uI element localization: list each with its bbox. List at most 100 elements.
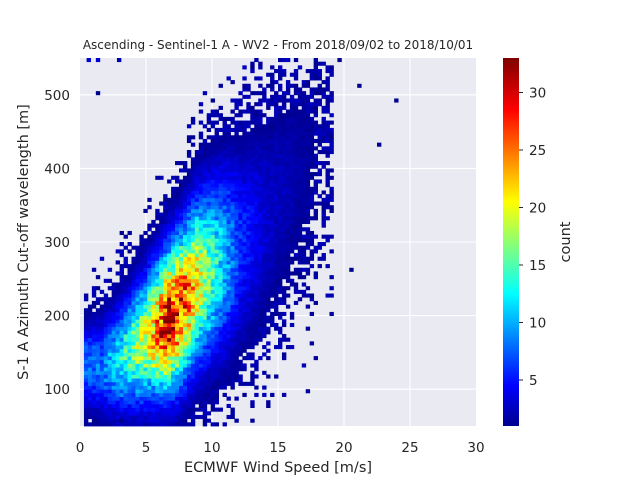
heatmap-cell xyxy=(206,245,212,250)
heatmap-cell xyxy=(202,194,208,199)
heatmap-cell xyxy=(250,205,255,210)
heatmap-cell xyxy=(143,381,148,386)
heatmap-cell xyxy=(258,223,263,228)
heatmap-cell xyxy=(258,308,263,313)
heatmap-cell xyxy=(151,389,156,394)
heatmap-cell xyxy=(171,330,176,335)
heatmap-cell xyxy=(182,407,188,412)
heatmap-cell xyxy=(127,381,132,386)
heatmap-cell xyxy=(234,183,239,188)
heatmap-cell xyxy=(163,374,168,379)
heatmap-cell xyxy=(155,256,160,261)
heatmap-cell xyxy=(103,330,109,335)
heatmap-cell xyxy=(226,367,231,372)
heatmap-cell xyxy=(301,120,307,125)
heatmap-cell xyxy=(198,414,204,420)
heatmap-cell xyxy=(226,190,231,195)
heatmap-cell xyxy=(266,105,271,110)
heatmap-cell xyxy=(313,138,318,144)
heatmap-cell xyxy=(87,345,93,350)
heatmap-cell xyxy=(226,267,231,272)
heatmap-cell xyxy=(285,146,291,151)
heatmap-cell xyxy=(127,242,132,247)
heatmap-cell xyxy=(301,282,307,287)
heatmap-cell xyxy=(266,271,271,276)
heatmap-cell xyxy=(266,238,271,243)
heatmap-cell xyxy=(119,381,124,386)
heatmap-cell xyxy=(107,400,113,405)
heatmap-cell xyxy=(99,311,105,316)
heatmap-cell xyxy=(139,256,144,261)
heatmap-cell xyxy=(238,234,243,239)
heatmap-cell xyxy=(293,98,299,103)
heatmap-cell xyxy=(103,319,109,324)
heatmap-cell xyxy=(238,275,243,280)
heatmap-cell xyxy=(262,282,267,287)
heatmap-cell xyxy=(139,414,144,420)
heatmap-cell xyxy=(198,120,204,125)
heatmap-cell xyxy=(99,422,105,427)
heatmap-cell xyxy=(274,201,279,206)
heatmap-cell xyxy=(186,153,192,158)
heatmap-cell xyxy=(103,334,109,339)
heatmap-cell xyxy=(285,245,291,250)
heatmap-cell xyxy=(250,212,255,217)
heatmap-cell xyxy=(179,282,184,287)
heatmap-cell xyxy=(313,300,318,305)
heatmap-cell xyxy=(155,378,160,383)
heatmap-cell xyxy=(262,278,267,283)
heatmap-cell xyxy=(246,205,251,210)
heatmap-cell xyxy=(210,245,216,250)
heatmap-cell xyxy=(238,208,243,213)
heatmap-cell xyxy=(167,414,172,420)
heatmap-cell xyxy=(167,289,172,294)
heatmap-cell xyxy=(218,208,223,213)
heatmap-cell xyxy=(234,348,239,353)
heatmap-cell xyxy=(222,297,227,302)
heatmap-cell xyxy=(270,319,275,324)
heatmap-cell xyxy=(238,113,243,118)
heatmap-cell xyxy=(222,341,227,346)
heatmap-cell xyxy=(254,113,259,118)
heatmap-cell xyxy=(250,135,255,140)
heatmap-cell xyxy=(218,407,223,412)
heatmap-cell xyxy=(266,253,271,258)
heatmap-cell xyxy=(301,150,307,155)
heatmap-cell xyxy=(242,315,247,320)
heatmap-cell xyxy=(163,264,168,269)
heatmap-cell xyxy=(285,197,291,202)
heatmap-cell xyxy=(175,367,180,372)
heatmap-cell xyxy=(262,392,267,397)
heatmap-cell xyxy=(226,370,231,375)
heatmap-cell xyxy=(222,326,227,331)
heatmap-cell xyxy=(250,175,255,180)
heatmap-cell xyxy=(179,212,184,217)
heatmap-cell xyxy=(198,396,204,401)
heatmap-cell xyxy=(214,216,219,221)
heatmap-cell xyxy=(127,289,132,294)
heatmap-cell xyxy=(246,330,251,335)
heatmap-cell xyxy=(202,212,208,217)
heatmap-cell xyxy=(214,109,219,114)
heatmap-cell xyxy=(226,253,231,258)
heatmap-cell xyxy=(226,322,231,328)
heatmap-cell xyxy=(297,135,303,140)
heatmap-cell xyxy=(250,286,255,291)
heatmap-cell xyxy=(182,242,188,247)
heatmap-cell xyxy=(297,256,303,261)
heatmap-cell xyxy=(266,219,271,224)
heatmap-cell xyxy=(175,374,180,379)
heatmap-outlier-cell xyxy=(95,91,101,96)
heatmap-cell xyxy=(83,385,89,390)
heatmap-cell xyxy=(182,278,188,283)
heatmap-cell xyxy=(159,311,164,316)
heatmap-cell xyxy=(186,267,192,272)
heatmap-cell xyxy=(238,109,243,114)
heatmap-cell xyxy=(167,311,172,316)
heatmap-cell xyxy=(111,422,117,427)
heatmap-cell xyxy=(123,308,128,313)
heatmap-cell xyxy=(91,381,97,386)
heatmap-cell xyxy=(234,105,239,110)
heatmap-cell xyxy=(194,267,200,272)
